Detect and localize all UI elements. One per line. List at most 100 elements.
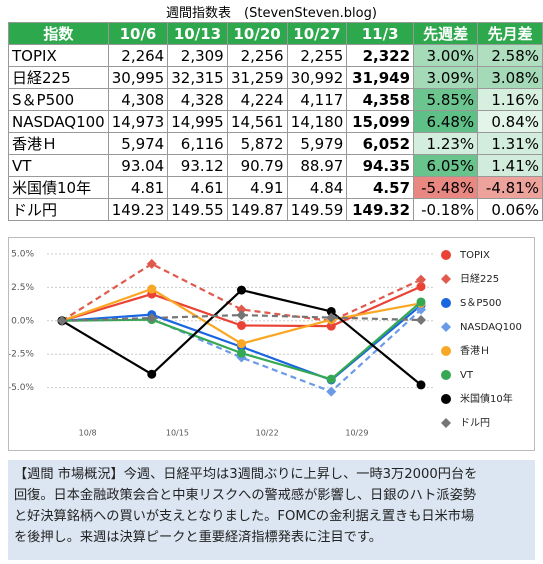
table-cell: 14,973 xyxy=(107,110,169,133)
table-cell: 5.85% xyxy=(413,88,479,111)
point xyxy=(326,312,337,323)
point xyxy=(237,320,246,330)
point xyxy=(147,284,157,294)
x-tick-label: 10/29 xyxy=(345,429,368,438)
table-cell: 1.31% xyxy=(477,132,543,155)
point xyxy=(416,297,426,307)
point xyxy=(237,285,246,295)
table-row: ドル円 149.23 149.55 149.87 149.59 149.32 -0.18% 0… xyxy=(8,198,543,221)
table-cell: 4.81 xyxy=(107,176,169,199)
header-cell: 10/20 xyxy=(226,22,288,45)
header-cell: 先週差 xyxy=(413,22,479,45)
legend-marker xyxy=(441,346,451,356)
legend-marker xyxy=(441,394,451,404)
table-cell: 1.23% xyxy=(413,132,479,155)
table-cell: 1.41% xyxy=(477,154,543,177)
legend-label: TOPIX xyxy=(459,250,490,261)
table-cell: 4.84 xyxy=(286,176,348,199)
point xyxy=(237,339,246,349)
table-cell: 2.58% xyxy=(477,44,543,67)
table-cell: 149.55 xyxy=(167,198,228,221)
table-row: 日経225 30,995 32,315 31,259 30,992 31,949 3.09%… xyxy=(8,66,543,89)
table-cell: 3.09% xyxy=(413,66,479,89)
table-row: NASDAQ100 14,973 14,995 14,561 14,180 15,099 6… xyxy=(8,110,543,133)
y-tick-label: -5.0% xyxy=(9,383,34,393)
x-tick-label: 10/15 xyxy=(166,429,189,438)
header-cell: 10/13 xyxy=(167,22,228,45)
header-cell: 10/6 xyxy=(107,22,169,45)
legend-label: 香港Ｈ xyxy=(460,345,490,357)
table-cell: 4,328 xyxy=(167,88,228,111)
legend-label: VT xyxy=(460,370,474,381)
legend-marker xyxy=(441,370,451,380)
table-cell: 4.57 xyxy=(346,176,415,199)
table-cell: 3.08% xyxy=(477,66,543,89)
header-cell: 指数 xyxy=(8,22,109,45)
series-line xyxy=(61,262,422,323)
point xyxy=(326,374,336,384)
index-table: 指数 10/6 10/13 10/20 10/27 11/3 先週差 先月差 TOPIX 2,26… xyxy=(8,22,543,221)
table-cell: 149.87 xyxy=(226,198,288,221)
table-cell: 31,259 xyxy=(226,66,288,89)
legend-marker xyxy=(441,418,451,428)
table-cell: 149.59 xyxy=(286,198,348,221)
table-cell: 4.91 xyxy=(226,176,288,199)
legend-label: NASDAQ100 xyxy=(460,322,522,333)
table-cell: 90.79 xyxy=(226,154,288,177)
legend-marker xyxy=(441,298,451,308)
table-cell: 32,315 xyxy=(167,66,228,89)
table-cell: 88.97 xyxy=(286,154,348,177)
table-cell: 2,264 xyxy=(107,44,169,67)
summary-line: 回復。日本金融政策会合と中東リスクへの警戒感が影響し、日銀のハト派姿勢 xyxy=(14,488,476,503)
point xyxy=(326,321,336,331)
point xyxy=(416,380,426,390)
table-cell: 149.32 xyxy=(346,198,415,221)
table-cell: 2,309 xyxy=(167,44,228,67)
table-cell: 30,992 xyxy=(286,66,348,89)
table-cell: 4,117 xyxy=(286,88,348,111)
table-cell: TOPIX xyxy=(8,44,109,67)
table-row: 香港Ｈ 5,974 6,116 5,872 5,979 6,052 1.23% 1.31% xyxy=(8,132,543,155)
point xyxy=(57,315,67,326)
table-cell: 香港Ｈ xyxy=(8,132,109,155)
table-cell: 14,561 xyxy=(226,110,288,133)
table-cell: 31,949 xyxy=(346,66,415,89)
table-cell: -5.48% xyxy=(413,176,479,199)
table-row: TOPIX 2,264 2,309 2,256 2,255 2,322 3.00% 2.58% xyxy=(8,44,543,67)
legend-label: 日経225 xyxy=(460,272,499,285)
point xyxy=(236,310,247,321)
table-cell: S＆P500 xyxy=(8,88,109,111)
table-cell: 149.23 xyxy=(107,198,169,221)
y-tick-label: 2.5% xyxy=(11,283,34,293)
table-cell: 14,995 xyxy=(167,110,228,133)
header-cell: 10/27 xyxy=(286,22,348,45)
table-cell: 6.05% xyxy=(413,154,479,177)
header-cell: 先月差 xyxy=(477,22,543,45)
header-cell: 11/3 xyxy=(346,22,415,45)
table-cell: -4.81% xyxy=(477,176,543,199)
table-cell: 2,256 xyxy=(226,44,288,67)
point xyxy=(146,258,157,269)
x-tick-label: 10/22 xyxy=(256,429,279,438)
point xyxy=(236,304,247,315)
legend-marker xyxy=(441,322,451,332)
chart: 5.0% 2.5% 0.0% -2.5% -5.0% 10/8 10/15 10/22 10/2… xyxy=(8,250,522,438)
point xyxy=(237,348,246,358)
table-cell: 日経225 xyxy=(8,66,109,89)
point xyxy=(326,386,337,397)
table-cell: 30,995 xyxy=(107,66,169,89)
table-cell: 14,180 xyxy=(286,110,348,133)
table-cell: 4,308 xyxy=(107,88,169,111)
table-cell: 5,979 xyxy=(286,132,348,155)
table-row: S＆P500 4,308 4,328 4,224 4,117 4,358 5.85% 1.16… xyxy=(8,88,543,111)
y-tick-label: -2.5% xyxy=(9,350,34,360)
table-cell: 6,052 xyxy=(346,132,415,155)
legend-label: 米国債10年 xyxy=(460,392,513,405)
table-cell: 93.12 xyxy=(167,154,228,177)
table-cell: 15,099 xyxy=(346,110,415,133)
table-cell: 93.04 xyxy=(107,154,169,177)
table-row: 米国債10年 4.81 4.61 4.91 4.84 4.57 -5.48% -4.81% xyxy=(8,176,543,199)
legend-marker xyxy=(441,274,451,284)
table-row: VT 93.04 93.12 90.79 88.97 94.35 6.05% 1.41% xyxy=(8,154,543,177)
